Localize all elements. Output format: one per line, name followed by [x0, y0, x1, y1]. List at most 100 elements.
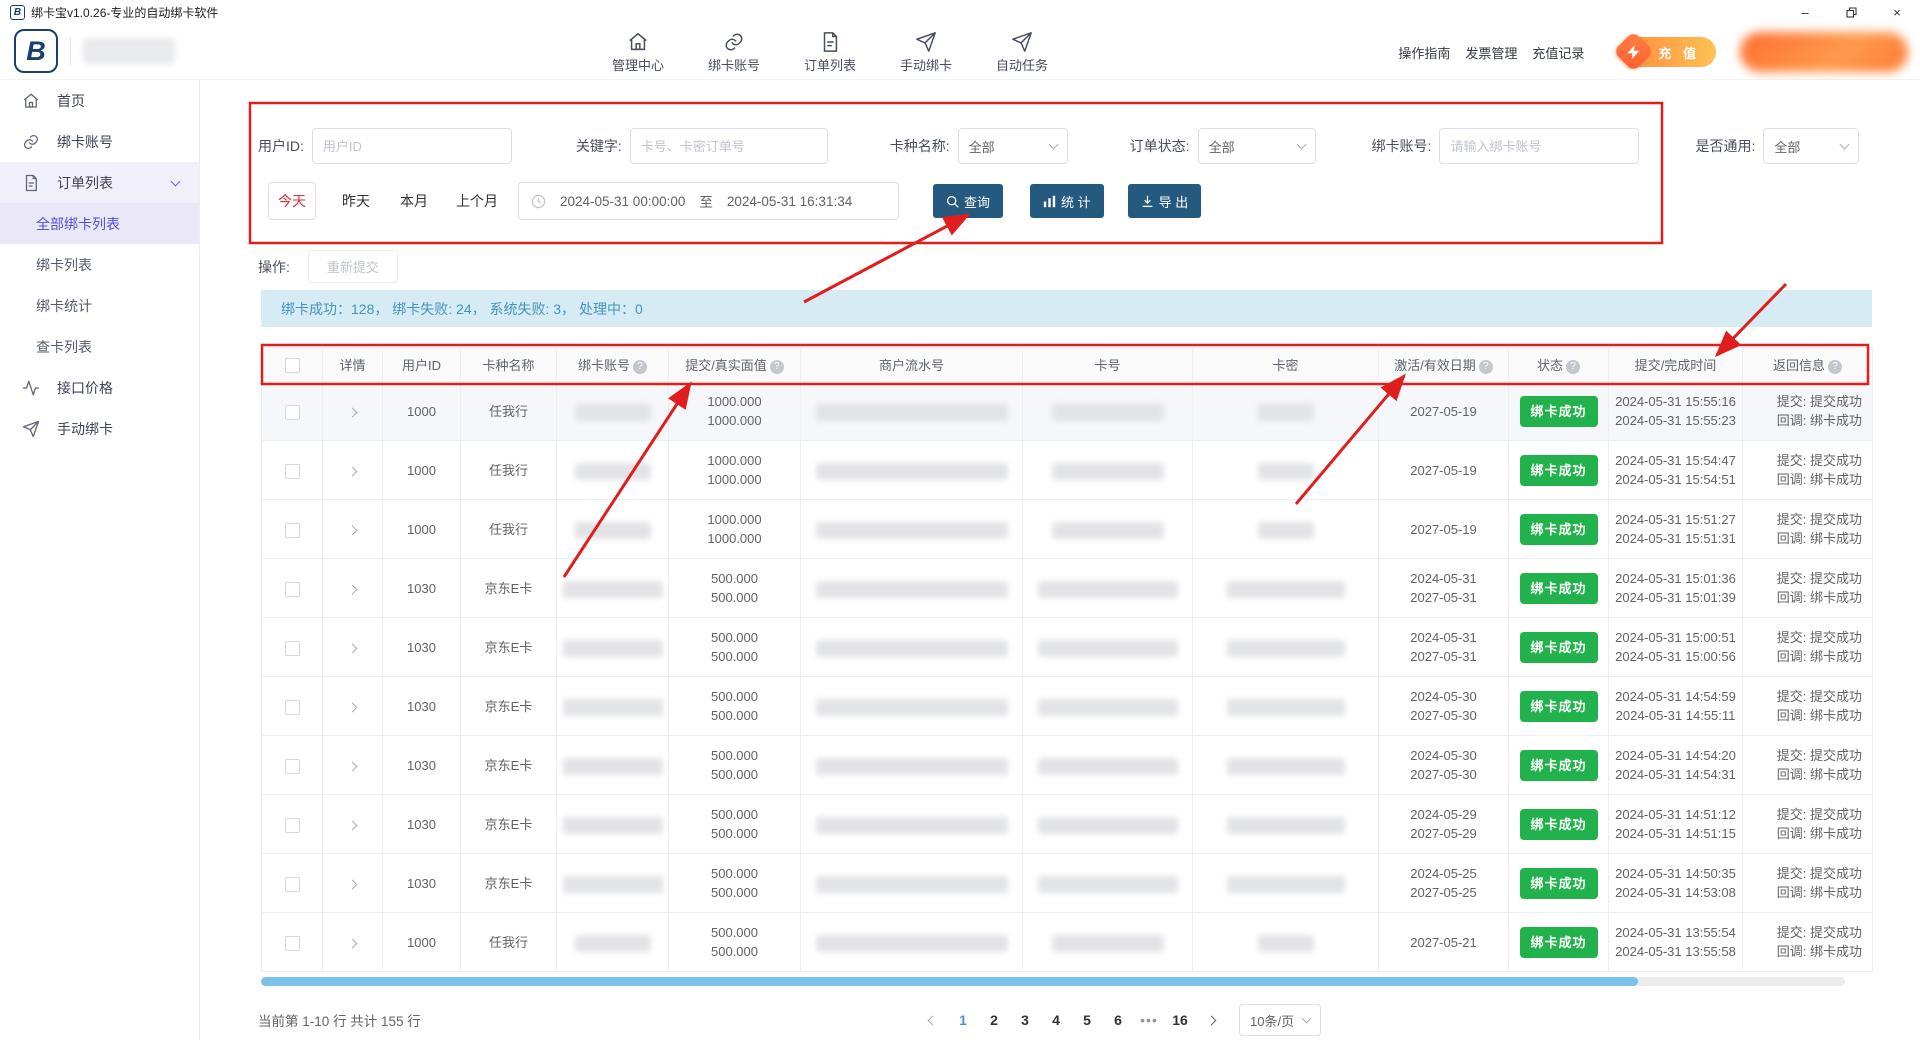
- table-row[interactable]: 1030 京东E卡 500.000 500.000 2024-05-25 2027-05-…: [261, 853, 1873, 913]
- table-row[interactable]: 1000 任我行 1000.000 1000.000 2027-05-19 绑卡成功 202…: [261, 381, 1873, 441]
- row-checkbox[interactable]: [284, 640, 300, 656]
- page-button[interactable]: 4: [1052, 1012, 1060, 1028]
- row-checkbox[interactable]: [284, 935, 300, 951]
- chevron-down-icon: [1301, 1013, 1312, 1024]
- resubmit-button[interactable]: 重新提交: [307, 250, 398, 283]
- prev-page-button[interactable]: [922, 1015, 942, 1025]
- table-row[interactable]: 1030 京东E卡 500.000 500.000 2024-05-30 2027-05-…: [261, 676, 1873, 736]
- card-no-redacted: [1051, 934, 1164, 952]
- chevron-down-icon: [170, 176, 181, 186]
- row-checkbox[interactable]: [284, 581, 300, 597]
- order-status-select[interactable]: 全部: [1197, 128, 1316, 164]
- order-status-label: 订单状态:: [1129, 138, 1190, 154]
- page-button[interactable]: 2: [990, 1012, 998, 1028]
- table-row[interactable]: 1030 京东E卡 500.000 500.000 2024-05-30 2027-05-…: [261, 735, 1873, 795]
- sidebar-item-api-price[interactable]: 接口价格: [0, 367, 199, 408]
- sidebar-item-order-list[interactable]: 订单列表: [0, 162, 199, 203]
- table-row[interactable]: 1000 任我行 1000.000 1000.000 2027-05-19 绑卡成功 202…: [261, 499, 1873, 559]
- page-button[interactable]: 6: [1114, 1012, 1122, 1028]
- row-checkbox[interactable]: [284, 758, 300, 774]
- dates-cell: 2027-05-19: [1378, 440, 1509, 500]
- card-no-redacted: [1051, 403, 1164, 421]
- sidebar-item-bind-accounts[interactable]: 绑卡账号: [0, 121, 199, 162]
- expand-row-icon[interactable]: [347, 820, 358, 830]
- link-recharge-records[interactable]: 充值记录: [1532, 45, 1585, 61]
- stats-button[interactable]: 统 计: [1030, 184, 1104, 218]
- restore-button[interactable]: [1828, 0, 1874, 24]
- select-all-checkbox[interactable]: [284, 357, 300, 373]
- face-value-cell: 500.000 500.000: [668, 912, 801, 972]
- expand-row-icon[interactable]: [347, 466, 358, 476]
- bind-account-input[interactable]: [1439, 128, 1640, 164]
- expand-row-icon[interactable]: [347, 879, 358, 889]
- date-range-input[interactable]: 2024-05-31 00:00:00 至 2024-05-31 16:31:3…: [518, 182, 899, 220]
- range-last-month-button[interactable]: 上个月: [456, 193, 498, 209]
- is-common-select[interactable]: 全部: [1763, 128, 1860, 164]
- help-icon[interactable]: ?: [1828, 360, 1842, 375]
- table-row[interactable]: 1000 任我行 500.000 500.000 2027-05-21 绑卡成功 2024-…: [261, 912, 1873, 972]
- table-row[interactable]: 1030 京东E卡 500.000 500.000 2024-05-31 2027-05-…: [261, 558, 1873, 618]
- sidebar-item-all-bind-list[interactable]: 全部绑卡列表: [0, 203, 199, 244]
- page-size-select[interactable]: 10条/页: [1239, 1004, 1321, 1036]
- query-button[interactable]: 查询: [933, 184, 1004, 218]
- recharge-button[interactable]: 充 值: [1613, 30, 1716, 73]
- merchant-no-redacted: [815, 698, 1008, 716]
- table-row[interactable]: 1030 京东E卡 500.000 500.000 2024-05-29 2027-05-…: [261, 794, 1873, 854]
- bind-account-redacted: [562, 757, 663, 775]
- page-button[interactable]: 16: [1172, 1012, 1188, 1028]
- range-this-month-button[interactable]: 本月: [400, 193, 428, 209]
- account-action-button-redacted[interactable]: [1740, 32, 1908, 72]
- page-button[interactable]: 5: [1083, 1012, 1091, 1028]
- card-no-redacted: [1037, 580, 1178, 598]
- page-button[interactable]: 1: [959, 1012, 967, 1028]
- expand-row-icon[interactable]: [347, 702, 358, 712]
- page-button[interactable]: 3: [1021, 1012, 1029, 1028]
- row-checkbox[interactable]: [284, 876, 300, 892]
- keyword-input[interactable]: [629, 128, 828, 164]
- minimize-button[interactable]: –: [1801, 4, 1809, 20]
- help-icon[interactable]: ?: [1478, 360, 1493, 375]
- help-icon[interactable]: ?: [769, 360, 784, 375]
- table-row[interactable]: 1030 京东E卡 500.000 500.000 2024-05-31 2027-05-…: [261, 617, 1873, 677]
- card-type-label: 卡种名称:: [889, 138, 950, 154]
- user-id-input[interactable]: [311, 128, 512, 164]
- scrollbar-thumb[interactable]: [261, 977, 1638, 986]
- expand-row-icon[interactable]: [347, 938, 358, 948]
- nav-item-order-list[interactable]: 订单列表: [804, 31, 856, 74]
- link-invoice-management[interactable]: 发票管理: [1465, 45, 1518, 61]
- sidebar-item-home[interactable]: 首页: [0, 80, 199, 121]
- expand-row-icon[interactable]: [347, 643, 358, 653]
- expand-row-icon[interactable]: [347, 407, 358, 417]
- close-button[interactable]: ×: [1893, 4, 1901, 20]
- sidebar-item-bind-stats[interactable]: 绑卡统计: [36, 297, 92, 314]
- export-button[interactable]: 导 出: [1127, 184, 1202, 218]
- nav-item-manual-bind[interactable]: 手动绑卡: [900, 31, 952, 74]
- row-checkbox[interactable]: [284, 463, 300, 479]
- sidebar-item-check-card-list[interactable]: 查卡列表: [36, 338, 92, 355]
- nav-item-management-center[interactable]: 管理中心: [612, 31, 664, 74]
- link-operation-guide[interactable]: 操作指南: [1398, 45, 1451, 61]
- face-value-cell: 1000.000 1000.000: [668, 381, 801, 441]
- pager-pages: 1 2 3 4 5 6 ••• 16: [953, 1012, 1190, 1028]
- status-badge: 绑卡成功: [1519, 631, 1598, 663]
- chevron-right-icon: [1206, 1015, 1216, 1025]
- row-checkbox[interactable]: [284, 817, 300, 833]
- sidebar-item-bind-list[interactable]: 绑卡列表: [36, 256, 92, 273]
- row-checkbox[interactable]: [284, 522, 300, 538]
- bind-account-label: 绑卡账号:: [1371, 138, 1432, 154]
- range-today-button[interactable]: 今天: [268, 182, 316, 220]
- expand-row-icon[interactable]: [347, 584, 358, 594]
- help-icon[interactable]: ?: [633, 360, 647, 375]
- expand-row-icon[interactable]: [347, 761, 358, 771]
- card-type-select[interactable]: 全部: [957, 128, 1068, 164]
- help-icon[interactable]: ?: [1566, 360, 1580, 375]
- nav-item-auto-task[interactable]: 自动任务: [996, 31, 1048, 74]
- table-row[interactable]: 1000 任我行 1000.000 1000.000 2027-05-19 绑卡成功 202…: [261, 440, 1873, 500]
- range-yesterday-button[interactable]: 昨天: [342, 193, 370, 209]
- row-checkbox[interactable]: [284, 699, 300, 715]
- next-page-button[interactable]: [1201, 1015, 1221, 1025]
- nav-item-bind-accounts[interactable]: 绑卡账号: [708, 31, 760, 74]
- sidebar-item-manual-bind[interactable]: 手动绑卡: [0, 408, 199, 449]
- row-checkbox[interactable]: [284, 404, 300, 420]
- expand-row-icon[interactable]: [347, 525, 358, 535]
